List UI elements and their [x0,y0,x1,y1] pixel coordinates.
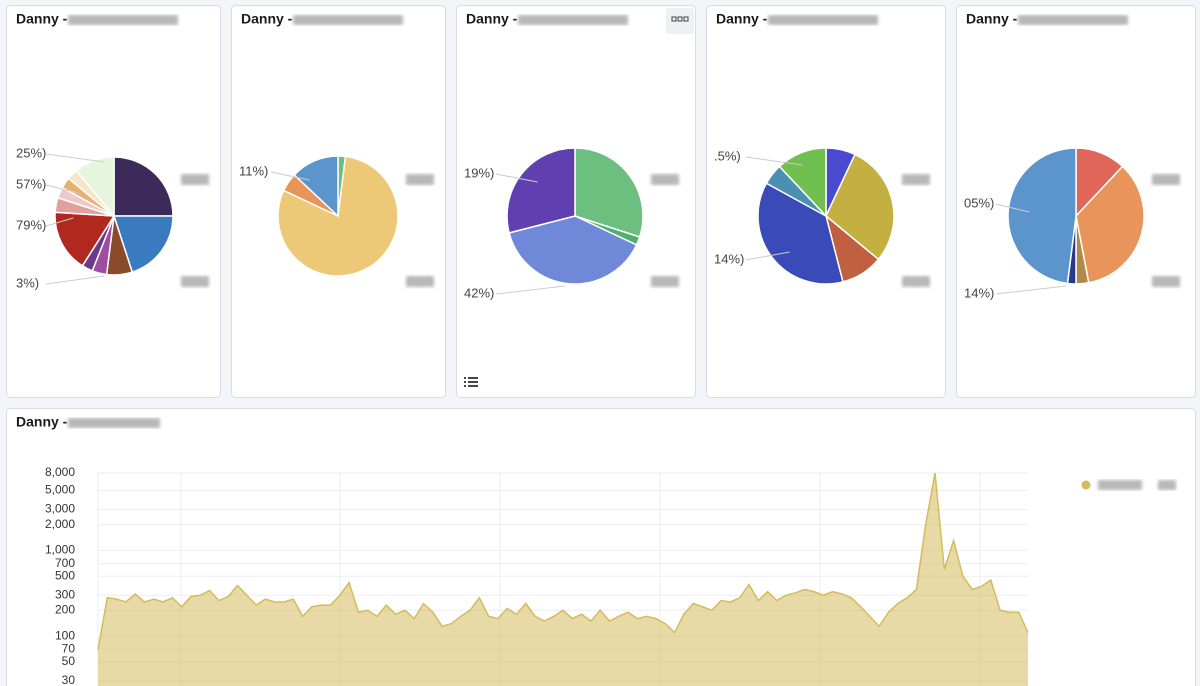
blurred-label [1152,276,1180,287]
y-tick-label: 70 [62,642,76,656]
pie-slice [112,215,174,274]
pie-slice [293,155,339,218]
y-tick-label: 3,000 [45,502,75,516]
blurred-legend [1158,480,1176,490]
blurred-title [1018,15,1128,25]
panel-title: Danny - [241,11,293,27]
list-icon-bar [468,381,478,383]
y-tick-label: 700 [55,556,75,570]
blurred-label [181,276,209,287]
leader-line [45,275,105,285]
y-tick-label: 8,000 [45,465,75,479]
list-icon-dot [464,385,466,387]
blurred-title [518,15,628,25]
slice-label: 79%) [16,217,46,232]
panel-title: Danny - [966,11,1018,27]
blurred-label [651,174,679,185]
pie-slice [1075,165,1145,284]
menu-dot [683,16,689,22]
pie-slice [506,147,576,234]
menu-dot [671,16,677,22]
blurred-label [651,276,679,287]
slice-label: 57%) [16,176,46,191]
leader-line [995,203,1030,213]
pie-slice [1007,147,1077,285]
y-tick-label: 300 [55,587,75,601]
pie-slice [757,182,844,285]
pie-slice [508,215,638,285]
area-line [97,472,1029,650]
leader-line [995,285,1067,295]
list-icon-dot [464,377,466,379]
blurred-title [68,418,160,428]
blurred-label [1152,174,1180,185]
leader-line [745,156,803,166]
leader-line [270,171,310,181]
blurred-title [68,15,178,25]
list-icon-bar [468,377,478,379]
y-tick-label: 30 [62,673,76,686]
leader-line [745,251,790,261]
slice-label: 05%) [964,195,994,210]
leader-line [45,153,105,163]
pie-slice [778,147,827,218]
blurred-title [293,15,403,25]
area-fill [98,473,1028,686]
list-icon-dot [464,381,466,383]
panel-title: Danny - [466,11,518,27]
slice-label: 19%) [464,165,494,180]
leader-line [495,173,538,183]
blurred-label [902,276,930,287]
panel-title: Danny - [16,414,68,430]
y-tick-label: 1,000 [45,543,75,557]
blurred-legend [1098,480,1142,490]
y-tick-label: 2,000 [45,517,75,531]
blurred-label [181,174,209,185]
blurred-label [902,174,930,185]
slice-label: 11%) [239,163,268,178]
y-tick-label: 100 [55,628,75,642]
leader-line [45,184,79,194]
panel-title: Danny - [716,11,768,27]
legend-dot [1081,480,1091,490]
slice-label: 14%) [714,251,744,266]
pie-slice [54,211,116,267]
list-icon-bar [468,385,478,387]
y-tick-label: 200 [55,602,75,616]
slice-label: 42%) [464,285,494,300]
slice-label: 14%) [964,285,994,300]
pie-slice [113,156,174,217]
slice-label: .5%) [714,148,741,163]
menu-dot [677,16,683,22]
panel-title: Danny - [16,11,68,27]
blurred-label [406,276,434,287]
blurred-title [768,15,878,25]
slice-label: 25%) [16,145,46,160]
blurred-label [406,174,434,185]
y-tick-label: 5,000 [45,483,75,497]
pie-slice [825,153,895,261]
leader-line [45,217,74,227]
pie-slice [574,147,644,238]
y-tick-label: 50 [62,654,76,668]
y-tick-label: 500 [55,568,75,582]
leader-line [495,285,566,295]
slice-label: 3%) [16,275,39,290]
